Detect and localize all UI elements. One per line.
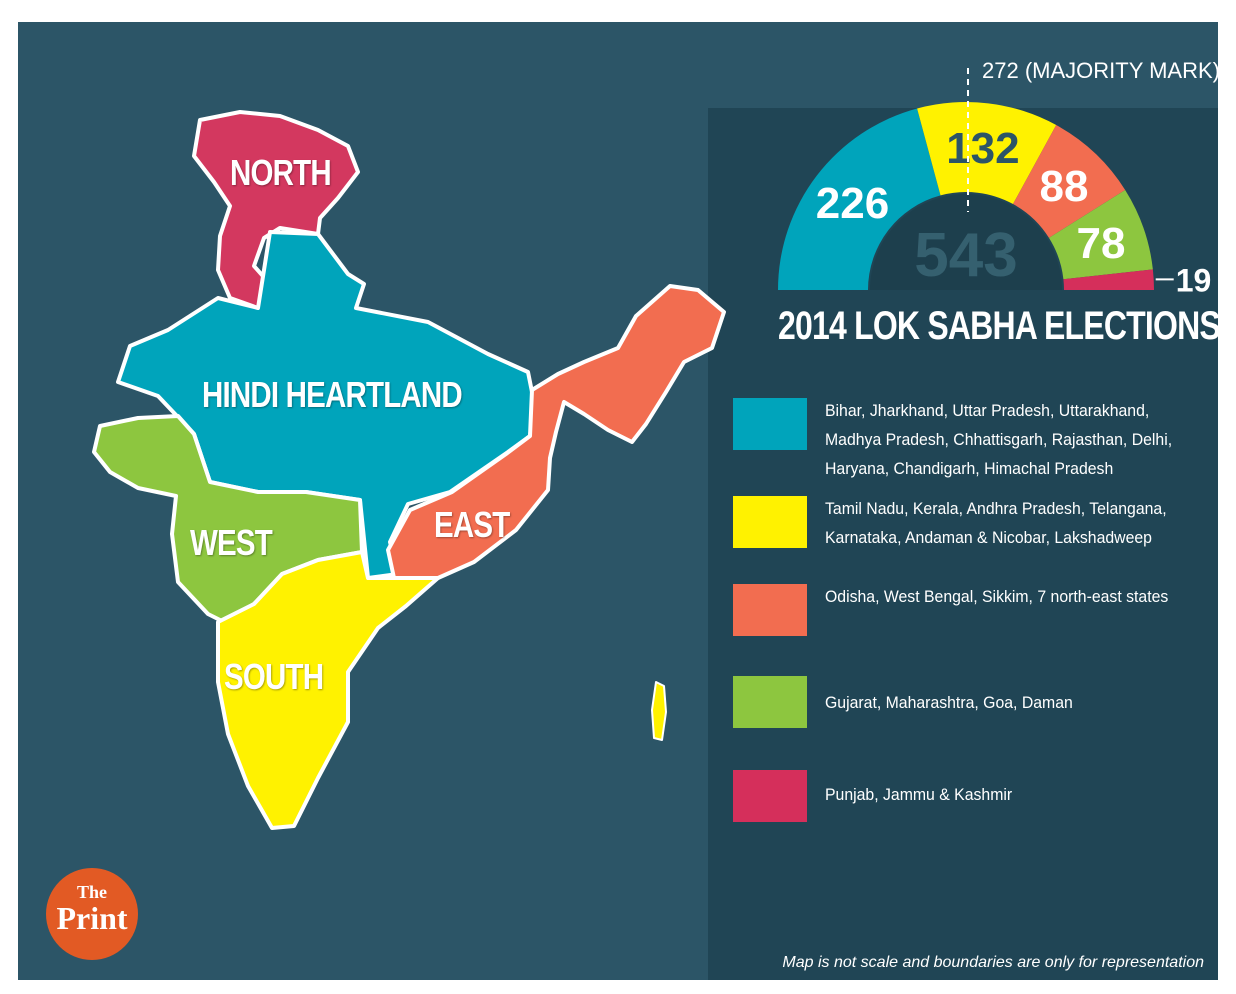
infographic-canvas: 226 132 88 78 19 272 (MAJORITY MARK) 543 NOR…	[18, 22, 1218, 980]
legend-swatch	[733, 770, 807, 822]
region-label-east: EAST	[434, 504, 510, 545]
region-label-hindi-heartland: HINDI HEARTLAND	[202, 374, 463, 415]
seat-share-chart: 226 132 88 78 19	[777, 102, 1212, 298]
east-region-shape	[386, 284, 726, 580]
chart-data-label-4: 19	[1176, 262, 1212, 298]
chart-inner-hole	[870, 194, 1062, 290]
legend-swatch	[733, 584, 807, 636]
legend-swatch	[733, 496, 807, 548]
north-region-shape	[192, 110, 360, 310]
legend-label: Punjab, Jammu & Kashmir	[825, 785, 1013, 804]
chart-title: 2014 LOK SABHA ELECTIONS	[778, 304, 1218, 348]
andaman-islands-shape	[651, 681, 667, 741]
map-and-chart-graphic: 226 132 88 78 19 272 (MAJORITY MARK) 543	[18, 22, 1218, 980]
south-region-shape	[216, 550, 440, 830]
legend-swatch	[733, 676, 807, 728]
chart-slice-0	[777, 108, 941, 290]
theprint-logo: The Print	[46, 868, 138, 960]
legend-swatch	[733, 398, 807, 450]
region-label-west: WEST	[190, 522, 273, 563]
chart-data-label-1: 132	[946, 124, 1019, 173]
chart-data-label-0: 226	[816, 179, 889, 228]
chart-data-label-3: 78	[1077, 219, 1126, 268]
chart-data-label-2: 88	[1040, 162, 1089, 211]
region-label-north: NORTH	[230, 152, 332, 193]
chart-slice-4	[1063, 269, 1154, 290]
total-seats-label: 543	[914, 221, 1017, 290]
majority-mark-label: 272 (MAJORITY MARK)	[982, 58, 1218, 83]
logo-line-1: The	[76, 882, 107, 902]
legend-label: Odisha, West Bengal, Sikkim, 7 north-eas…	[825, 587, 1169, 606]
chart-slice-1	[917, 102, 1057, 205]
logo-line-2: Print	[56, 900, 128, 936]
legend-label: Gujarat, Maharashtra, Goa, Daman	[825, 693, 1073, 712]
legend-label: Bihar, Jharkhand, Uttar Pradesh, Uttarak…	[825, 401, 1173, 478]
footnote: Map is not scale and boundaries are only…	[782, 954, 1204, 971]
chart-slice-2	[1013, 125, 1126, 238]
india-map	[92, 110, 726, 830]
legend-label: Tamil Nadu, Kerala, Andhra Pradesh, Tela…	[825, 499, 1167, 547]
chart-slice-3	[1048, 189, 1153, 280]
region-label-south: SOUTH	[224, 656, 324, 697]
